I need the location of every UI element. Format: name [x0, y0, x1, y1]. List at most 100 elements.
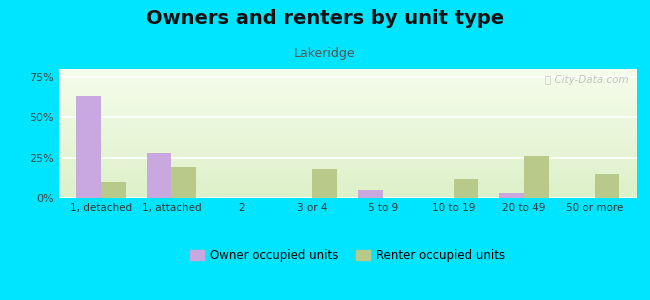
- Bar: [58, 143, 637, 144]
- Bar: [58, 167, 637, 168]
- Bar: [58, 157, 637, 158]
- Text: Owners and renters by unit type: Owners and renters by unit type: [146, 9, 504, 28]
- Bar: [58, 116, 637, 117]
- Bar: [58, 192, 637, 193]
- Bar: [147, 153, 172, 198]
- Bar: [58, 164, 637, 165]
- Bar: [58, 83, 637, 84]
- Bar: [58, 172, 637, 173]
- Bar: [454, 178, 478, 198]
- Bar: [58, 130, 637, 131]
- Bar: [58, 173, 637, 174]
- Bar: [58, 81, 637, 82]
- Bar: [58, 111, 637, 112]
- Bar: [58, 109, 637, 110]
- Bar: [58, 69, 637, 70]
- Bar: [58, 137, 637, 138]
- Bar: [58, 110, 637, 111]
- Bar: [58, 149, 637, 150]
- Bar: [58, 126, 637, 127]
- Bar: [58, 107, 637, 108]
- Bar: [76, 96, 101, 198]
- Bar: [58, 77, 637, 78]
- Bar: [58, 154, 637, 155]
- Bar: [58, 159, 637, 160]
- Bar: [58, 94, 637, 95]
- Bar: [58, 152, 637, 153]
- Bar: [58, 76, 637, 77]
- Bar: [58, 93, 637, 94]
- Bar: [58, 114, 637, 115]
- Bar: [58, 175, 637, 176]
- Bar: [58, 71, 637, 72]
- Bar: [58, 89, 637, 90]
- Bar: [58, 87, 637, 88]
- Bar: [358, 190, 383, 198]
- Bar: [58, 86, 637, 87]
- Bar: [58, 182, 637, 183]
- Bar: [58, 79, 637, 80]
- Bar: [58, 119, 637, 120]
- Bar: [58, 95, 637, 96]
- Text: ⓘ City-Data.com: ⓘ City-Data.com: [545, 75, 629, 85]
- Bar: [58, 134, 637, 135]
- Bar: [58, 91, 637, 92]
- Bar: [58, 138, 637, 139]
- Bar: [58, 185, 637, 186]
- Bar: [58, 145, 637, 146]
- Bar: [58, 191, 637, 192]
- Bar: [58, 96, 637, 97]
- Bar: [58, 176, 637, 177]
- Bar: [58, 133, 637, 134]
- Bar: [58, 97, 637, 98]
- Bar: [58, 174, 637, 175]
- Bar: [58, 142, 637, 143]
- Bar: [58, 78, 637, 79]
- Bar: [58, 82, 637, 83]
- Bar: [58, 177, 637, 178]
- Bar: [58, 195, 637, 196]
- Bar: [58, 105, 637, 106]
- Legend: Owner occupied units, Renter occupied units: Owner occupied units, Renter occupied un…: [185, 244, 510, 267]
- Bar: [58, 146, 637, 147]
- Bar: [101, 182, 125, 198]
- Bar: [58, 113, 637, 114]
- Bar: [58, 165, 637, 166]
- Bar: [58, 188, 637, 189]
- Bar: [58, 194, 637, 195]
- Bar: [58, 179, 637, 180]
- Bar: [58, 72, 637, 73]
- Bar: [58, 103, 637, 104]
- Bar: [172, 167, 196, 198]
- Bar: [58, 170, 637, 171]
- Bar: [58, 153, 637, 154]
- Bar: [58, 141, 637, 142]
- Bar: [58, 101, 637, 102]
- Bar: [58, 163, 637, 164]
- Bar: [58, 168, 637, 169]
- Bar: [58, 190, 637, 191]
- Bar: [58, 90, 637, 91]
- Bar: [58, 129, 637, 130]
- Bar: [58, 88, 637, 89]
- Bar: [499, 193, 524, 198]
- Bar: [58, 120, 637, 121]
- Bar: [58, 136, 637, 137]
- Bar: [58, 80, 637, 81]
- Bar: [58, 150, 637, 151]
- Bar: [58, 180, 637, 181]
- Bar: [58, 85, 637, 86]
- Bar: [58, 184, 637, 185]
- Bar: [58, 125, 637, 126]
- Bar: [58, 161, 637, 162]
- Bar: [58, 117, 637, 118]
- Bar: [58, 144, 637, 145]
- Bar: [58, 100, 637, 101]
- Bar: [58, 169, 637, 170]
- Bar: [58, 140, 637, 141]
- Bar: [58, 166, 637, 167]
- Bar: [58, 178, 637, 179]
- Bar: [58, 151, 637, 152]
- Bar: [58, 171, 637, 172]
- Bar: [58, 147, 637, 148]
